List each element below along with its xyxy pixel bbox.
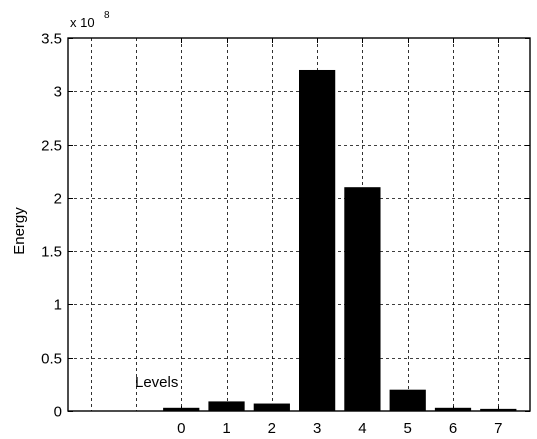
x-tick-labels: 0 1 2 3 4 5 6 7: [177, 420, 502, 437]
y-tick-label: 2: [54, 191, 62, 208]
x-tick-label: 3: [313, 420, 321, 437]
bar-series: [163, 69, 517, 411]
bar-level-1: [208, 401, 245, 411]
bar-level-2: [253, 403, 290, 411]
y-tick-labels: 0 0.5 1 1.5 2 2.5 3 3.5: [41, 31, 62, 421]
y-tick-label: 0.5: [41, 351, 62, 368]
y-tick-label: 0: [54, 404, 62, 421]
x-tick-label: 7: [494, 420, 502, 437]
y-scale-prefix: x 10: [70, 15, 95, 30]
y-tick-label: 1.5: [41, 244, 62, 261]
bar-level-3: [299, 69, 336, 411]
bar-level-4: [344, 187, 381, 411]
x-tick-label: 6: [449, 420, 457, 437]
axis-ticks: [68, 38, 530, 412]
y-tick-label: 2.5: [41, 138, 62, 155]
y-tick-label: 3: [54, 84, 62, 101]
levels-annotation: Levels: [135, 374, 178, 391]
x-tick-label: 2: [268, 420, 276, 437]
x-tick-label: 1: [222, 420, 230, 437]
x-tick-label: 0: [177, 420, 185, 437]
y-tick-label: 3.5: [41, 31, 62, 48]
y-scale-exponent: 8: [104, 10, 110, 21]
bar-level-5: [389, 389, 426, 411]
y-tick-label: 1: [54, 297, 62, 314]
y-axis-label: Energy: [11, 207, 28, 255]
x-tick-label: 5: [404, 420, 412, 437]
plot-area-frame: [67, 37, 531, 412]
x-tick-label: 4: [358, 420, 366, 437]
